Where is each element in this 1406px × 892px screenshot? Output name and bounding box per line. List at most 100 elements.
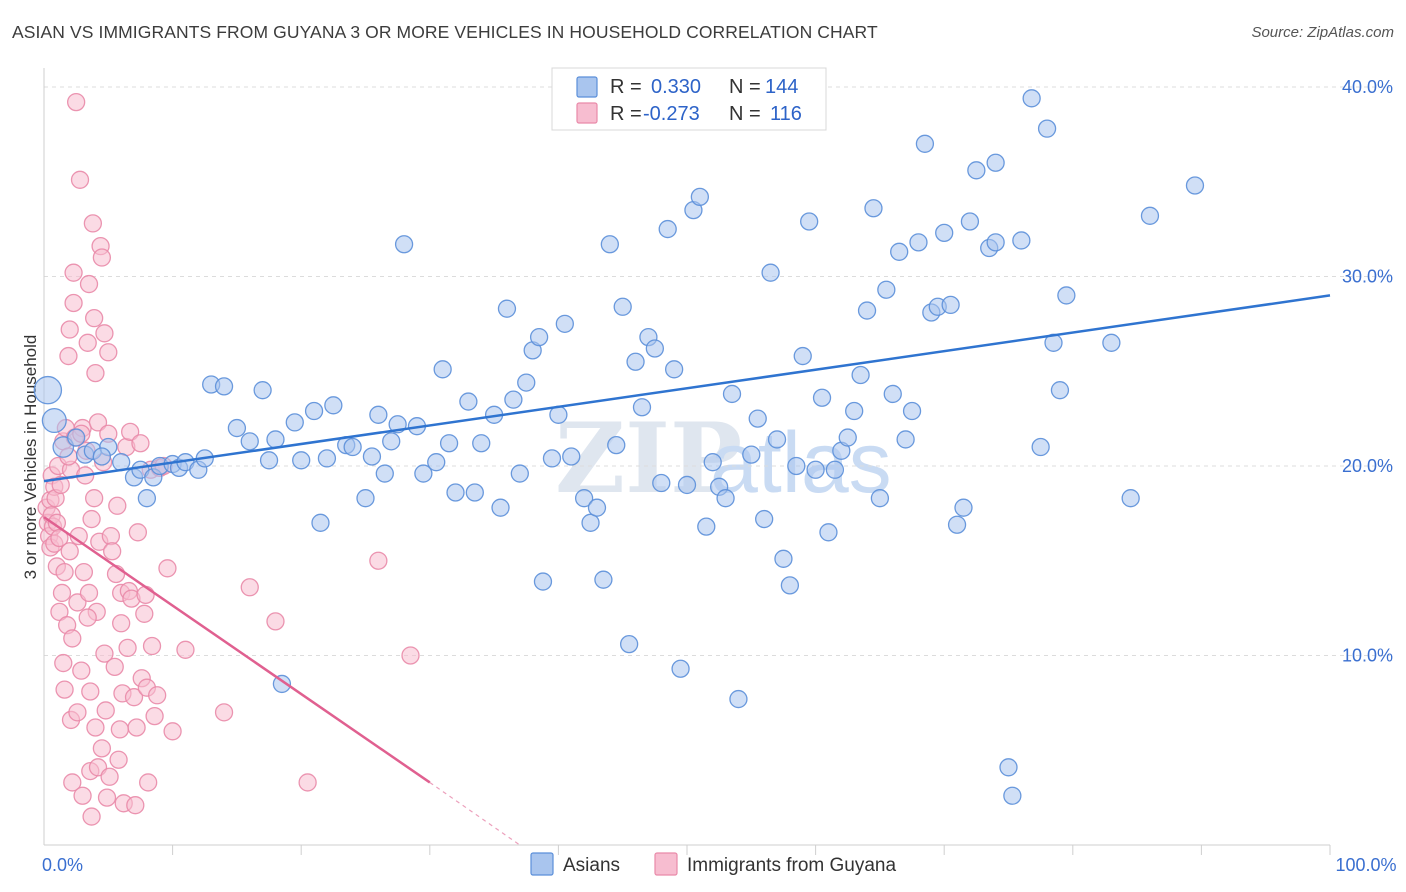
data-point-guyana bbox=[142, 636, 162, 656]
data-point-guyana bbox=[88, 413, 108, 432]
data-point-asian bbox=[761, 263, 780, 282]
legend-swatch-asian bbox=[576, 76, 598, 98]
data-point-asian bbox=[909, 233, 928, 252]
data-point-guyana bbox=[298, 773, 317, 792]
data-point-guyana bbox=[73, 786, 92, 805]
data-point-guyana bbox=[92, 248, 112, 267]
data-point-guyana bbox=[81, 682, 100, 701]
data-point-asian bbox=[581, 513, 600, 532]
data-point-guyana bbox=[100, 767, 119, 786]
data-point-guyana bbox=[52, 583, 72, 603]
data-point-asian bbox=[954, 498, 973, 517]
data-point-asian bbox=[259, 451, 279, 470]
data-point-asian bbox=[574, 489, 594, 508]
data-point-asian bbox=[369, 405, 388, 424]
trend-line-guyana-extension bbox=[429, 781, 521, 846]
data-point-asian bbox=[433, 360, 452, 379]
data-point-asian bbox=[510, 464, 529, 483]
data-point-asian bbox=[472, 434, 491, 453]
data-point-guyana bbox=[401, 646, 420, 665]
data-point-guyana bbox=[158, 559, 177, 578]
data-point-asian bbox=[986, 233, 1005, 252]
bottom-legend: Asians Immigrants from Guyana bbox=[530, 852, 896, 876]
y-tick-label: 20.0% bbox=[1342, 456, 1393, 476]
grid-lines bbox=[44, 86, 1390, 656]
data-point-asian bbox=[870, 489, 890, 508]
data-point-guyana bbox=[101, 526, 121, 546]
data-point-asian bbox=[446, 483, 465, 502]
trend-line-guyana bbox=[43, 516, 431, 784]
data-point-guyana bbox=[70, 170, 90, 189]
y-tick-labels: 10.0% 20.0% 30.0% 40.0% bbox=[1342, 77, 1393, 666]
data-point-asian bbox=[645, 339, 664, 358]
legend-n-label: N = bbox=[729, 103, 761, 125]
data-point-asian bbox=[92, 447, 112, 466]
data-point-guyana bbox=[74, 562, 94, 582]
data-point-asian bbox=[304, 401, 324, 421]
data-point-asian bbox=[632, 398, 652, 417]
data-point-guyana bbox=[64, 263, 83, 282]
data-point-asian bbox=[317, 449, 337, 468]
data-point-guyana bbox=[214, 703, 234, 722]
data-point-guyana bbox=[131, 434, 150, 453]
data-point-asian bbox=[1031, 437, 1050, 457]
data-point-asian bbox=[375, 464, 394, 483]
data-point-guyana bbox=[85, 489, 104, 508]
legend-swatch-guyana bbox=[576, 102, 598, 124]
x-tick-label-max: 100.0% bbox=[1335, 855, 1396, 875]
data-point-asian bbox=[896, 430, 915, 449]
data-point-guyana bbox=[54, 653, 73, 673]
data-point-asian bbox=[800, 212, 819, 231]
data-point-asian bbox=[292, 451, 311, 470]
data-point-asian bbox=[414, 464, 433, 483]
data-point-guyana bbox=[78, 608, 97, 627]
data-point-guyana bbox=[163, 722, 182, 741]
data-point-asian bbox=[362, 447, 382, 466]
data-point-asian bbox=[1012, 231, 1031, 250]
data-point-asian bbox=[529, 327, 549, 347]
data-point-asian bbox=[600, 235, 619, 254]
data-point-asian bbox=[240, 432, 259, 451]
data-point-asian bbox=[902, 401, 922, 421]
data-point-guyana bbox=[86, 718, 105, 737]
data-point-asian bbox=[890, 242, 909, 261]
data-point-guyana bbox=[51, 475, 70, 495]
data-point-asian bbox=[324, 396, 343, 415]
data-point-guyana bbox=[95, 324, 114, 343]
data-point-asian bbox=[253, 381, 272, 400]
data-point-asian bbox=[787, 456, 806, 476]
data-point-guyana bbox=[79, 274, 99, 294]
data-point-guyana bbox=[240, 578, 259, 597]
legend-n-value-guyana: 116 bbox=[770, 103, 802, 125]
data-point-guyana bbox=[112, 614, 131, 633]
data-point-guyana bbox=[64, 293, 83, 313]
data-point-asian bbox=[960, 212, 980, 231]
data-point-asian bbox=[272, 674, 292, 694]
data-point-guyana bbox=[97, 788, 117, 807]
data-point-guyana bbox=[60, 542, 79, 561]
data-point-asian bbox=[439, 434, 459, 453]
data-point-guyana bbox=[124, 688, 144, 707]
data-point-asian bbox=[1185, 176, 1205, 195]
data-point-asian bbox=[594, 570, 613, 589]
data-point-asian bbox=[838, 428, 857, 447]
data-point-asian bbox=[812, 388, 832, 407]
data-point-guyana bbox=[86, 363, 105, 383]
data-point-guyana bbox=[121, 422, 140, 442]
data-point-guyana bbox=[50, 528, 69, 548]
data-point-guyana bbox=[369, 551, 388, 570]
data-point-asian bbox=[806, 460, 825, 479]
data-point-guyana bbox=[108, 496, 127, 515]
data-point-asian bbox=[1003, 786, 1022, 805]
data-point-asian bbox=[311, 513, 330, 532]
data-point-asian bbox=[459, 392, 478, 411]
data-point-guyana bbox=[67, 92, 86, 112]
data-point-asian bbox=[690, 187, 710, 207]
data-point-asian bbox=[504, 390, 523, 409]
data-point-guyana bbox=[79, 583, 99, 603]
data-point-asian bbox=[555, 314, 574, 333]
data-point-guyana bbox=[266, 612, 285, 631]
data-point-asian bbox=[697, 517, 716, 536]
data-point-asian bbox=[343, 437, 362, 457]
